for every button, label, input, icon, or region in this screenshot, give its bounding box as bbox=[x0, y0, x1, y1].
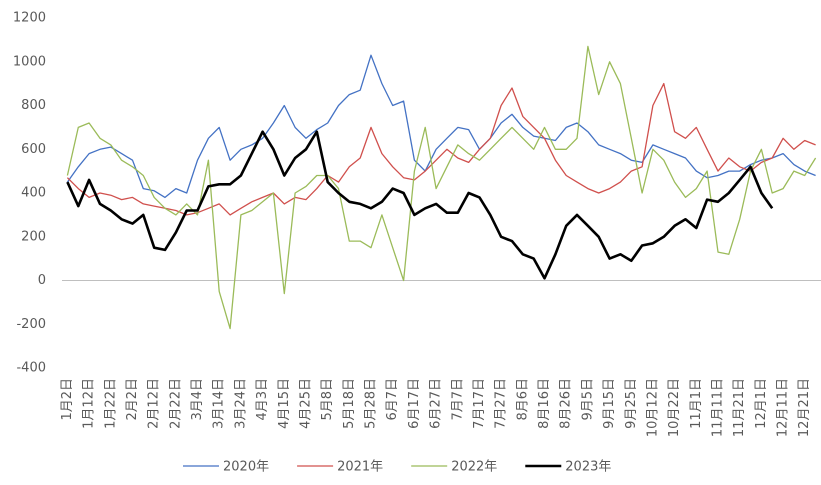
y-tick-label: -400 bbox=[16, 361, 46, 376]
x-tick-label: 11月11日 bbox=[710, 378, 725, 437]
series-line bbox=[66, 82, 816, 216]
x-tick-label: 6月17日 bbox=[407, 378, 422, 429]
x-tick-label: 7月17日 bbox=[472, 378, 487, 429]
x-tick-label: 3月14日 bbox=[212, 378, 227, 429]
x-tick-label: 1月22日 bbox=[103, 378, 118, 429]
x-tick-label: 8月6日 bbox=[515, 378, 530, 421]
legend-label: 2020年 bbox=[223, 460, 269, 475]
x-tick-label: 12月11日 bbox=[776, 378, 791, 437]
series-line bbox=[66, 54, 816, 199]
x-tick-label: 3月24日 bbox=[233, 378, 248, 429]
legend: 2020年 2021年 2022年 2023年 bbox=[183, 460, 611, 475]
y-tick-label: 0 bbox=[38, 273, 46, 288]
x-tick-label: 11月21日 bbox=[732, 378, 747, 437]
x-tick-label: 9月15日 bbox=[602, 378, 617, 429]
x-tick-label: 6月7日 bbox=[385, 378, 400, 421]
x-tick-label: 10月12日 bbox=[645, 378, 660, 437]
x-tick-label: 3月4日 bbox=[190, 378, 205, 421]
x-tick-label: 5月28日 bbox=[364, 378, 379, 429]
y-tick-label: 600 bbox=[21, 142, 46, 157]
x-tick-label: 7月27日 bbox=[494, 378, 509, 429]
legend-label: 2022年 bbox=[451, 460, 497, 475]
x-tick-label: 12月21日 bbox=[797, 378, 812, 437]
x-tick-label: 5月8日 bbox=[320, 378, 335, 421]
x-tick-label: 6月27日 bbox=[429, 378, 444, 429]
x-tick-label: 1月12日 bbox=[82, 378, 97, 429]
y-tick-label: 200 bbox=[21, 229, 46, 244]
x-tick-label: 8月16日 bbox=[537, 378, 552, 429]
y-tick-label: 1000 bbox=[13, 54, 46, 69]
legend-label: 2021年 bbox=[337, 460, 383, 475]
x-tick-label: 4月3日 bbox=[255, 378, 270, 421]
x-tick-label: 5月18日 bbox=[342, 378, 357, 429]
x-tick-label: 1月2日 bbox=[60, 378, 75, 421]
x-tick-label: 9月25日 bbox=[624, 378, 639, 429]
x-tick-label: 12月1日 bbox=[754, 378, 769, 429]
x-tick-label: 2月22日 bbox=[168, 378, 183, 429]
x-tick-label: 8月26日 bbox=[559, 378, 574, 429]
x-tick-label: 4月25日 bbox=[298, 378, 313, 429]
y-tick-label: 1200 bbox=[13, 11, 46, 26]
x-tick-label: 4月15日 bbox=[277, 378, 292, 429]
x-tick-label: 11月1日 bbox=[689, 378, 704, 429]
y-tick-label: 800 bbox=[21, 98, 46, 113]
series-line bbox=[66, 130, 774, 280]
legend-label: 2023年 bbox=[565, 460, 611, 475]
x-tick-label: 2月12日 bbox=[147, 378, 162, 429]
x-tick-label: 2月2日 bbox=[125, 378, 140, 421]
x-tick-label: 9月5日 bbox=[580, 378, 595, 421]
series-line bbox=[66, 45, 817, 330]
x-tick-label: 10月22日 bbox=[667, 378, 682, 437]
y-tick-label: -200 bbox=[16, 317, 46, 332]
y-tick-label: 400 bbox=[21, 186, 46, 201]
x-tick-label: 7月7日 bbox=[450, 378, 465, 421]
